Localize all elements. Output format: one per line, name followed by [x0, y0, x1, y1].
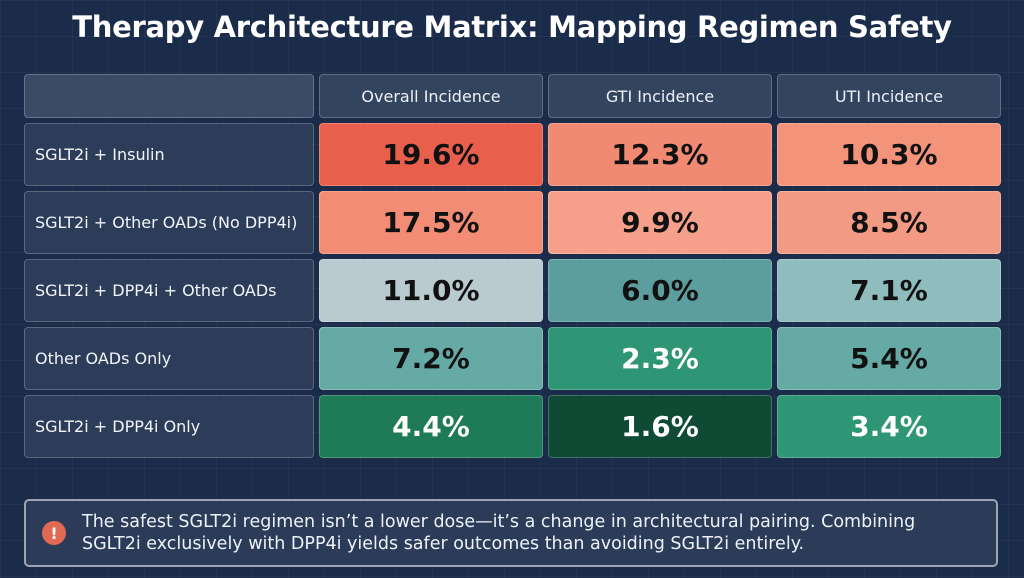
heatmap-cell: 12.3%	[548, 123, 772, 186]
heatmap-cell: 7.1%	[777, 259, 1001, 322]
page-title: Therapy Architecture Matrix: Mapping Reg…	[72, 10, 952, 44]
row-label: SGLT2i + DPP4i + Other OADs	[24, 259, 314, 322]
heatmap-cell: 5.4%	[777, 327, 1001, 390]
warning-icon-wrap: !	[26, 501, 82, 565]
heatmap-cell: 9.9%	[548, 191, 772, 254]
row-label: SGLT2i + Insulin	[24, 123, 314, 186]
heatmap-cell: 17.5%	[319, 191, 543, 254]
heatmap-cell: 4.4%	[319, 395, 543, 458]
heatmap-cell: 8.5%	[777, 191, 1001, 254]
column-header: GTI Incidence	[548, 74, 772, 118]
exclamation-icon: !	[42, 521, 66, 545]
heatmap-cell: 10.3%	[777, 123, 1001, 186]
therapy-matrix: Overall Incidence GTI Incidence UTI Incide…	[24, 74, 1001, 458]
callout-text: The safest SGLT2i regimen isn’t a lower …	[82, 511, 927, 555]
heatmap-cell: 11.0%	[319, 259, 543, 322]
callout-line-1: The safest SGLT2i regimen isn’t a lower …	[82, 512, 916, 532]
matrix-corner	[24, 74, 314, 118]
heatmap-cell: 2.3%	[548, 327, 772, 390]
column-header: UTI Incidence	[777, 74, 1001, 118]
row-label: SGLT2i + DPP4i Only	[24, 395, 314, 458]
column-header: Overall Incidence	[319, 74, 543, 118]
heatmap-cell: 7.2%	[319, 327, 543, 390]
callout-line-2: SGLT2i exclusively with DPP4i yields saf…	[82, 534, 805, 554]
row-label: SGLT2i + Other OADs (No DPP4i)	[24, 191, 314, 254]
insight-callout: ! The safest SGLT2i regimen isn’t a lowe…	[24, 499, 998, 567]
heatmap-cell: 19.6%	[319, 123, 543, 186]
heatmap-cell: 6.0%	[548, 259, 772, 322]
heatmap-cell: 1.6%	[548, 395, 772, 458]
heatmap-cell: 3.4%	[777, 395, 1001, 458]
row-label: Other OADs Only	[24, 327, 314, 390]
